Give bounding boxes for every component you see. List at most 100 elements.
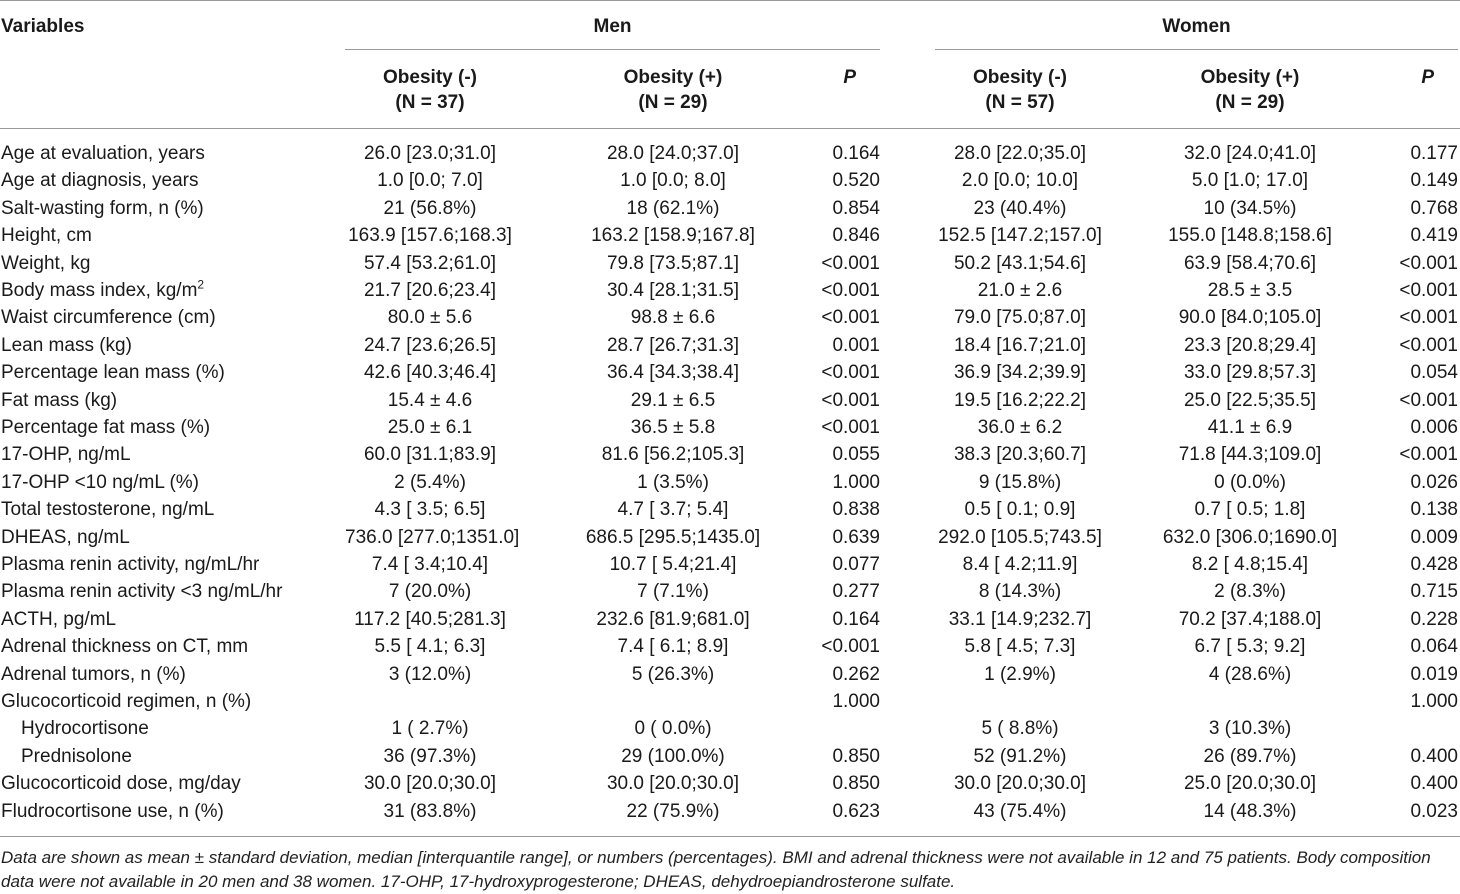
men-p-cell: <0.001	[821, 252, 880, 274]
women-obesity-neg-cell: 9 (15.8%)	[978, 471, 1062, 493]
men-p-cell: <0.001	[821, 362, 880, 384]
header-men: Men	[593, 16, 632, 37]
men-obesity-pos-cell: 22 (75.9%)	[626, 800, 720, 822]
women-obesity-pos-cell: 41.1 ± 6.9	[1207, 417, 1293, 438]
men-group-rule	[345, 49, 880, 50]
variable-label: Salt-wasting form, n (%)	[1, 198, 204, 220]
men-pos-label: Obesity (+)	[623, 67, 723, 88]
variable-label: Percentage fat mass (%)	[1, 417, 210, 439]
variable-label: Glucocorticoid dose, mg/day	[1, 773, 241, 795]
women-obesity-pos-cell: 32.0 [24.0;41.0]	[1183, 143, 1317, 164]
variable-label: Body mass index, kg/m2	[1, 277, 205, 302]
table-row: Weight, kg 57.4 [53.2;61.0] 79.8 [73.5;87.…	[0, 250, 1460, 277]
table-row: Plasma renin activity <3 ng/mL/hr 7 (20.0…	[0, 578, 1460, 605]
men-p-cell: 0.850	[832, 745, 880, 767]
variable-label-text: Glucocorticoid regimen, n (%)	[1, 691, 252, 712]
variable-label-text: Plasma renin activity, ng/mL/hr	[1, 554, 260, 575]
women-obesity-neg-cell: 52 (91.2%)	[973, 745, 1067, 767]
variable-label-text: Percentage lean mass (%)	[1, 362, 225, 384]
variable-label-text: Adrenal tumors, n (%)	[1, 663, 186, 685]
women-obesity-pos-cell: 14 (48.3%)	[1203, 800, 1297, 822]
women-p-cell: 0.228	[1410, 608, 1458, 630]
table-row: 17-OHP <10 ng/mL (%) 2 (5.4%) 1 (3.5%) 1.00…	[0, 469, 1460, 496]
men-obesity-pos-cell: 79.8 [73.5;87.1]	[606, 252, 740, 274]
men-obesity-pos-cell: 163.2 [158.9;167.8]	[591, 225, 755, 247]
women-obesity-neg-cell: 5 ( 8.8%)	[981, 718, 1059, 740]
variable-label: Percentage lean mass (%)	[1, 362, 225, 384]
women-obesity-pos-cell: 8.2 [ 4.8;15.4]	[1191, 554, 1309, 575]
men-obesity-pos-cell: 0 ( 0.0%)	[634, 718, 712, 740]
women-obesity-neg-cell: 23 (40.4%)	[973, 197, 1067, 219]
women-p-cell: <0.001	[1399, 252, 1458, 274]
variable-label-text: Age at evaluation, years	[1, 143, 205, 164]
women-obesity-neg-cell: 28.0 [22.0;35.0]	[953, 143, 1087, 164]
variable-label: Prednisolone	[1, 746, 132, 768]
women-p-cell: <0.001	[1399, 444, 1458, 466]
variable-label-text: Plasma renin activity <3 ng/mL/hr	[1, 581, 283, 603]
table-row: Percentage lean mass (%) 42.6 [40.3;46.4]…	[0, 359, 1460, 386]
men-obesity-pos-cell: 81.6 [56.2;105.3]	[601, 444, 745, 466]
variable-label: 17-OHP, ng/mL	[1, 444, 131, 466]
women-p-cell: 0.400	[1410, 745, 1458, 767]
variable-label-text: Percentage fat mass (%)	[1, 417, 211, 438]
men-pos-n: (N = 29)	[638, 92, 708, 113]
men-obesity-neg-cell: 3 (12.0%)	[388, 663, 472, 685]
women-p-cell: 0.006	[1410, 417, 1458, 438]
women-obesity-neg-cell: 30.0 [20.0;30.0]	[953, 773, 1087, 795]
men-p-cell: 0.520	[832, 170, 880, 192]
men-obesity-neg-cell: 21 (56.8%)	[383, 197, 477, 219]
variable-label-text: 17-OHP, ng/mL	[1, 444, 131, 466]
variable-label-text: Glucocorticoid dose, mg/day	[1, 773, 241, 795]
women-obesity-neg-cell: 36.9 [34.2;39.9]	[953, 362, 1087, 384]
variable-label: Hydrocortisone	[1, 718, 149, 740]
header-variables: Variables	[1, 16, 85, 37]
women-obesity-neg-cell: 1 (2.9%)	[984, 663, 1056, 685]
women-obesity-pos-cell: 632.0 [306.0;1690.0]	[1162, 526, 1338, 548]
men-p-cell: 0.262	[832, 663, 880, 685]
women-p-cell: 0.064	[1410, 636, 1458, 658]
women-p-cell: 0.138	[1410, 499, 1458, 521]
men-obesity-neg-cell: 57.4 [53.2;61.0]	[363, 252, 497, 274]
men-obesity-pos-cell: 1.0 [0.0; 8.0]	[620, 170, 726, 192]
header-women: Women	[1162, 16, 1231, 37]
women-p-cell: 0.023	[1410, 800, 1458, 822]
men-p-cell: 0.846	[832, 225, 880, 247]
table-row: Age at diagnosis, years 1.0 [0.0; 7.0] 1.0…	[0, 167, 1460, 194]
women-pos-label: Obesity (+)	[1200, 67, 1300, 88]
women-obesity-pos-cell: 23.3 [20.8;29.4]	[1183, 334, 1317, 356]
women-p-cell: 0.715	[1410, 581, 1458, 603]
men-obesity-pos-cell: 686.5 [295.5;1435.0]	[585, 526, 761, 548]
bottom-rule	[0, 836, 1460, 837]
men-p-cell: 0.850	[832, 773, 880, 795]
women-obesity-neg-cell: 21.0 ± 2.6	[977, 280, 1063, 301]
table-row: ACTH, pg/mL 117.2 [40.5;281.3] 232.6 [81.9…	[0, 606, 1460, 633]
men-p-cell: 0.164	[832, 143, 880, 164]
men-obesity-pos-cell: 98.8 ± 6.6	[630, 307, 716, 329]
men-obesity-pos-cell: 30.0 [20.0;30.0]	[606, 773, 740, 795]
men-obesity-neg-cell: 4.3 [ 3.5; 6.5]	[374, 499, 486, 521]
men-p-cell: 0.623	[832, 800, 880, 822]
top-rule	[0, 0, 1460, 1]
women-p-cell: 1.000	[1410, 691, 1458, 712]
variable-label: ACTH, pg/mL	[1, 609, 116, 631]
women-obesity-pos-cell: 70.2 [37.4;188.0]	[1178, 608, 1322, 630]
women-obesity-pos-cell: 28.5 ± 3.5	[1207, 280, 1293, 301]
variable-label-superscript: 2	[197, 277, 205, 292]
variable-label-text: Hydrocortisone	[21, 718, 149, 740]
women-obesity-pos-cell: 0 (0.0%)	[1214, 471, 1286, 493]
table-row: Glucocorticoid regimen, n (%) 1.000 1.000	[0, 688, 1460, 715]
variable-label-text: Prednisolone	[21, 745, 132, 767]
women-neg-label: Obesity (-)	[973, 67, 1067, 88]
table-row: Adrenal tumors, n (%) 3 (12.0%) 5 (26.3%) 0…	[0, 661, 1460, 688]
men-obesity-pos-cell: 36.4 [34.3;38.4]	[606, 362, 740, 384]
men-neg-label: Obesity (-)	[383, 67, 477, 88]
table-row: Lean mass (kg) 24.7 [23.6;26.5] 28.7 [26.7…	[0, 332, 1460, 359]
men-obesity-pos-cell: 30.4 [28.1;31.5]	[606, 280, 740, 301]
men-obesity-pos-cell: 36.5 ± 5.8	[630, 417, 716, 438]
variable-label-text: Height, cm	[1, 225, 92, 247]
variable-label: Height, cm	[1, 225, 92, 247]
women-group-rule	[935, 49, 1458, 50]
variable-label: Glucocorticoid regimen, n (%)	[1, 691, 251, 713]
men-p-cell: <0.001	[821, 307, 880, 329]
women-obesity-pos-cell: 10 (34.5%)	[1203, 197, 1297, 219]
